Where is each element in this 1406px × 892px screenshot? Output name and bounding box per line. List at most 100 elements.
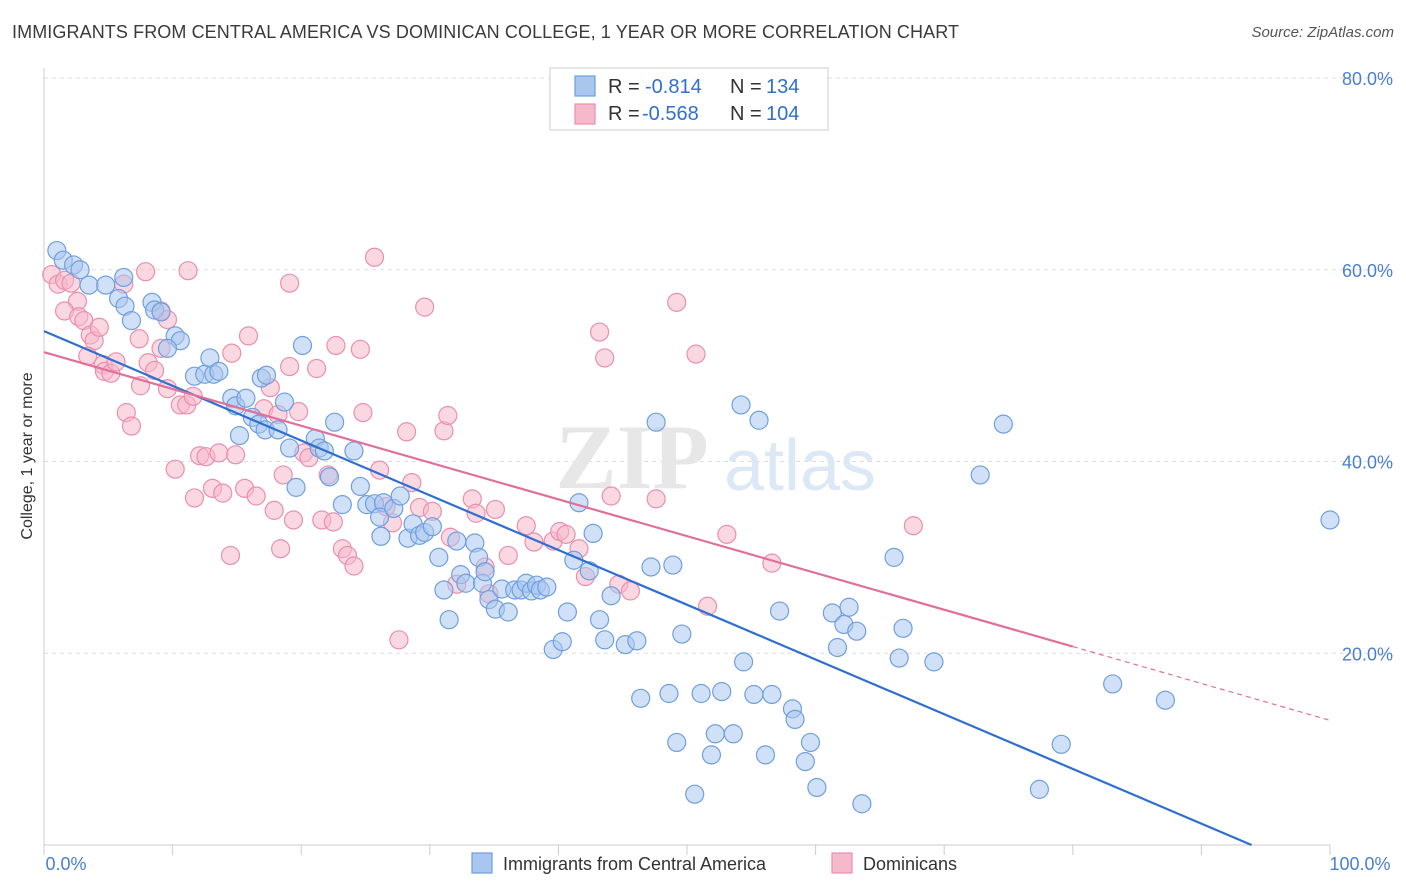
central-america-point	[712, 681, 732, 702]
dominican-point	[415, 297, 435, 317]
dominican-point	[326, 335, 346, 356]
legend-r-value-1: -0.814	[645, 76, 702, 98]
legend-swatch-blue	[574, 75, 596, 97]
dominican-point	[323, 512, 343, 532]
central-america-point	[672, 624, 692, 644]
dominican-point	[556, 524, 576, 544]
central-america-point	[456, 573, 476, 593]
central-america-point	[256, 365, 277, 385]
y-tick-label-80: 80.0%	[1342, 69, 1393, 89]
central-america-point	[121, 310, 142, 331]
central-america-point	[993, 414, 1013, 434]
dominican-point	[402, 472, 422, 493]
central-america-point	[852, 794, 872, 814]
axes	[43, 68, 1331, 855]
central-america-point	[1103, 674, 1123, 694]
correlation-legend: R = -0.814 N = 134 R = -0.568 N = 104	[549, 67, 829, 131]
central-america-point	[659, 683, 679, 704]
central-america-point	[731, 395, 751, 415]
central-america-point	[1320, 510, 1340, 530]
dominican-point	[271, 539, 291, 559]
central-america-point	[800, 732, 821, 753]
central-america-point	[371, 526, 391, 546]
legend-n-label-2: N =	[730, 103, 767, 125]
dominican-point	[209, 443, 229, 463]
dominican-point	[178, 261, 198, 281]
central-america-point	[96, 275, 116, 295]
y-tick-label-60: 60.0%	[1342, 261, 1393, 281]
central-america-point	[807, 777, 827, 798]
central-america-point	[557, 602, 578, 622]
legend-n-value-1: 134	[766, 76, 799, 98]
dominican-point	[516, 516, 536, 536]
dominican-point	[273, 465, 293, 485]
central-america-point	[701, 745, 722, 765]
central-america-point	[822, 603, 842, 623]
dominican-point	[238, 326, 259, 346]
watermark-zip: ZIP	[555, 406, 708, 508]
legend-n-label-1: N =	[730, 76, 767, 98]
central-america-point	[370, 507, 390, 527]
central-america-point	[70, 260, 90, 280]
dominican-point	[667, 292, 687, 312]
legend-r-label-1: R =	[608, 76, 645, 98]
dominican-point	[620, 581, 641, 601]
central-america-point	[236, 388, 256, 408]
central-america-point	[439, 610, 459, 630]
central-america-point	[579, 561, 599, 581]
chart-title: IMMIGRANTS FROM CENTRAL AMERICA VS DOMIN…	[12, 22, 960, 42]
central-america-point	[447, 531, 467, 551]
dominican-point	[498, 545, 518, 566]
dominican-point	[601, 486, 621, 506]
central-america-point	[537, 577, 557, 597]
dominican-point	[89, 317, 109, 337]
dominican-point	[307, 358, 327, 379]
central-america-point	[350, 476, 370, 497]
central-america-point	[1029, 779, 1049, 799]
dominican-point	[595, 348, 615, 368]
dominican-point	[246, 486, 266, 506]
central-america-point	[583, 523, 603, 544]
central-america-trend-line	[43, 330, 1252, 847]
dominican-point	[129, 329, 149, 349]
central-america-point	[429, 547, 449, 567]
central-america-point	[229, 426, 250, 446]
dominican-point	[264, 500, 284, 520]
central-america-point	[924, 652, 944, 672]
central-america-point	[847, 621, 867, 641]
central-america-point	[685, 784, 705, 804]
central-america-point	[1155, 690, 1175, 710]
dominican-point	[220, 545, 241, 566]
dominican-point	[646, 489, 666, 509]
dominican-point	[686, 344, 706, 364]
watermark-atlas: atlas	[724, 426, 876, 506]
x-tick-label-min: 0.0%	[45, 854, 86, 874]
dominican-point	[144, 360, 165, 381]
bottom-legend-swatch-pink	[831, 852, 853, 874]
central-america-point	[641, 557, 661, 577]
central-america-point	[274, 392, 295, 412]
legend-n-value-2: 104	[766, 103, 799, 125]
dominican-point	[222, 343, 242, 363]
central-america-point	[663, 555, 683, 575]
dominican-point	[165, 459, 185, 479]
central-america-point	[422, 517, 442, 537]
central-america-point	[286, 477, 306, 497]
central-america-point	[889, 648, 909, 668]
bottom-legend-swatch-blue	[471, 852, 493, 874]
chart-source: Source: ZipAtlas.com	[1251, 24, 1394, 41]
central-america-point	[733, 652, 754, 672]
central-america-point	[744, 684, 764, 705]
dominican-point	[438, 405, 458, 426]
central-america-point	[762, 684, 782, 705]
dominican-point	[903, 516, 923, 536]
dominican-point	[344, 556, 364, 576]
dominican-point	[283, 510, 304, 530]
dominican-point	[397, 422, 417, 442]
dominican-point	[485, 499, 505, 520]
central-america-point	[769, 601, 790, 621]
central-america-point	[209, 361, 229, 381]
central-america-point	[498, 602, 518, 622]
central-america-point	[627, 631, 647, 651]
central-america-point	[151, 302, 171, 322]
